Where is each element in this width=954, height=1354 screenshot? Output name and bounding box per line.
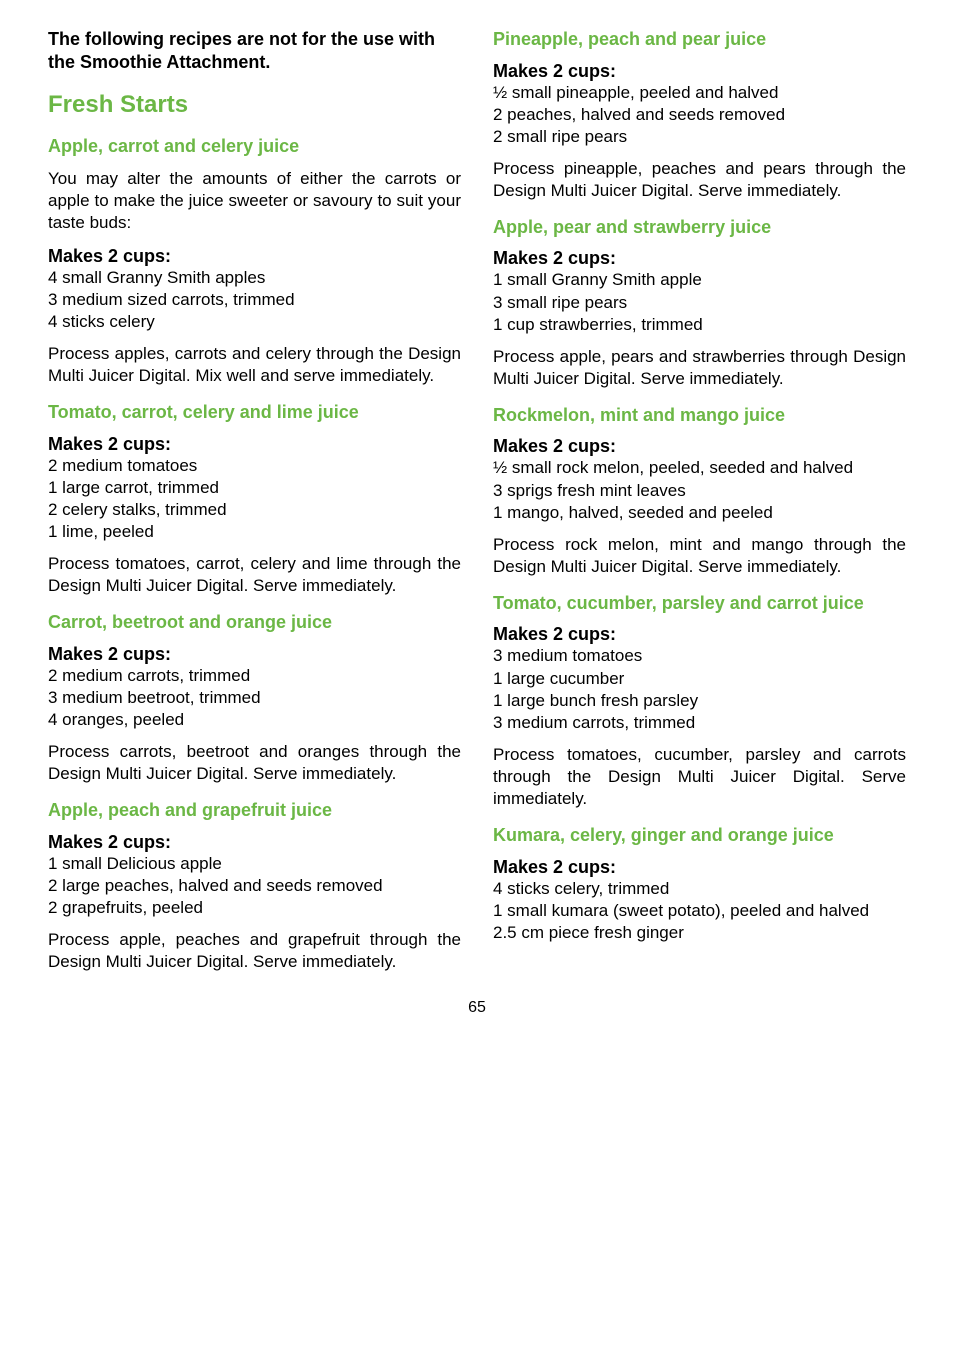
- recipe-title: Tomato, carrot, celery and lime juice: [48, 401, 461, 424]
- recipe-instructions: Process tomatoes, cucumber, parsley and …: [493, 744, 906, 810]
- recipe-instructions: Process rock melon, mint and mango throu…: [493, 534, 906, 578]
- recipe-title: Apple, carrot and celery juice: [48, 135, 461, 158]
- recipe-ingredients: ½ small pineapple, peeled and halved2 pe…: [493, 82, 906, 148]
- recipe-ingredients: 1 small Delicious apple2 large peaches, …: [48, 853, 461, 919]
- recipe-instructions: Process apple, peaches and grapefruit th…: [48, 929, 461, 973]
- recipe-ingredients: 1 small Granny Smith apple3 small ripe p…: [493, 269, 906, 335]
- recipe-instructions: Process apple, pears and strawberries th…: [493, 346, 906, 390]
- recipe-ingredients: 4 sticks celery, trimmed1 small kumara (…: [493, 878, 906, 944]
- recipe-title: Pineapple, peach and pear juice: [493, 28, 906, 51]
- recipe-makes: Makes 2 cups:: [48, 434, 461, 455]
- recipe-title: Carrot, beetroot and orange juice: [48, 611, 461, 634]
- recipe-ingredients: 3 medium tomatoes1 large cucumber1 large…: [493, 645, 906, 733]
- recipe-ingredients: 2 medium carrots, trimmed3 medium beetro…: [48, 665, 461, 731]
- recipe-title: Apple, pear and strawberry juice: [493, 216, 906, 239]
- recipe-ingredients: 2 medium tomatoes1 large carrot, trimmed…: [48, 455, 461, 543]
- recipe-makes: Makes 2 cups:: [493, 248, 906, 269]
- recipe-makes: Makes 2 cups:: [48, 644, 461, 665]
- right-column: Pineapple, peach and pear juice Makes 2 …: [493, 28, 906, 987]
- recipe-title: Rockmelon, mint and mango juice: [493, 404, 906, 427]
- section-title: Fresh Starts: [48, 91, 461, 119]
- recipe-instructions: Process tomatoes, carrot, celery and lim…: [48, 553, 461, 597]
- recipe-instructions: Process pineapple, peaches and pears thr…: [493, 158, 906, 202]
- recipe-makes: Makes 2 cups:: [48, 246, 461, 267]
- recipe-title: Tomato, cucumber, parsley and car­rot ju…: [493, 592, 906, 615]
- recipe-ingredients: 4 small Granny Smith apples3 medium size…: [48, 267, 461, 333]
- page-number: 65: [48, 999, 906, 1017]
- recipe-makes: Makes 2 cups:: [48, 832, 461, 853]
- recipe-title: Apple, peach and grapefruit juice: [48, 799, 461, 822]
- recipe-intro: You may alter the amounts of either the …: [48, 168, 461, 234]
- recipe-ingredients: ½ small rock melon, peeled, seeded and h…: [493, 457, 906, 523]
- recipe-makes: Makes 2 cups:: [493, 61, 906, 82]
- recipe-title: Kumara, celery, ginger and orange juice: [493, 824, 906, 847]
- left-column: The following recipes are not for the us…: [48, 28, 461, 987]
- recipe-instructions: Process apples, carrots and celery throu…: [48, 343, 461, 387]
- recipe-instructions: Process carrots, beetroot and oranges th…: [48, 741, 461, 785]
- intro-note: The following recipes are not for the us…: [48, 28, 461, 73]
- recipe-makes: Makes 2 cups:: [493, 624, 906, 645]
- recipe-makes: Makes 2 cups:: [493, 436, 906, 457]
- recipe-makes: Makes 2 cups:: [493, 857, 906, 878]
